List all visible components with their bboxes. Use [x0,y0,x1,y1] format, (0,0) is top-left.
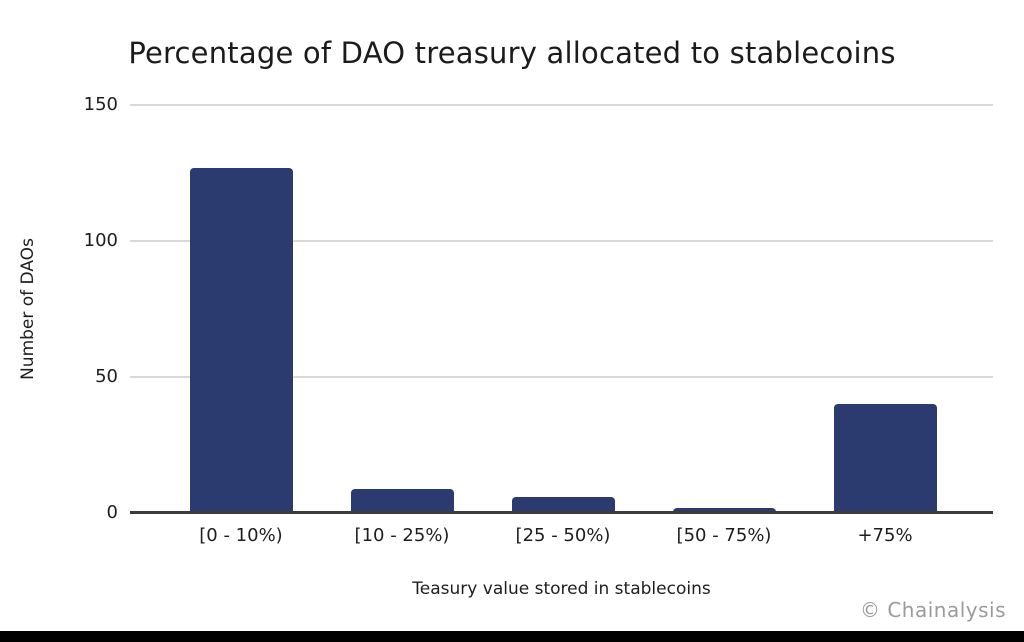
bar-3 [672,508,776,513]
x-category-label-0: [0 - 10%) [199,525,283,546]
x-axis-title: Teasury value stored in stablecoins [412,579,711,599]
watermark-chainalysis: © Chainalysis [859,598,1006,622]
y-tick-label-50: 50 [95,366,118,387]
gridline-y-100 [130,240,993,242]
bar-2 [511,497,615,513]
bar-1 [350,489,454,513]
y-axis-title: Number of DAOs [18,238,38,380]
x-category-label-2: [25 - 50%) [515,525,611,546]
chart-title: Percentage of DAO treasury allocated to … [128,36,896,70]
x-category-label-1: [10 - 25%) [354,525,450,546]
plot-area: 0 50 100 150 [0 - 10%) [10 - 25%) [25 - 50%) [5… [84,94,993,546]
bottom-black-bar [0,631,1024,642]
bar-0 [189,168,293,513]
y-tick-label-0: 0 [106,502,118,523]
x-axis-line [130,511,993,514]
gridline-y-50 [130,376,993,378]
gridline-y-150 [130,104,993,106]
x-category-label-3: [50 - 75%) [676,525,772,546]
x-category-label-4: +75% [857,525,913,546]
bar-4 [833,404,937,513]
y-tick-label-150: 150 [83,94,118,115]
y-tick-label-100: 100 [83,230,118,251]
